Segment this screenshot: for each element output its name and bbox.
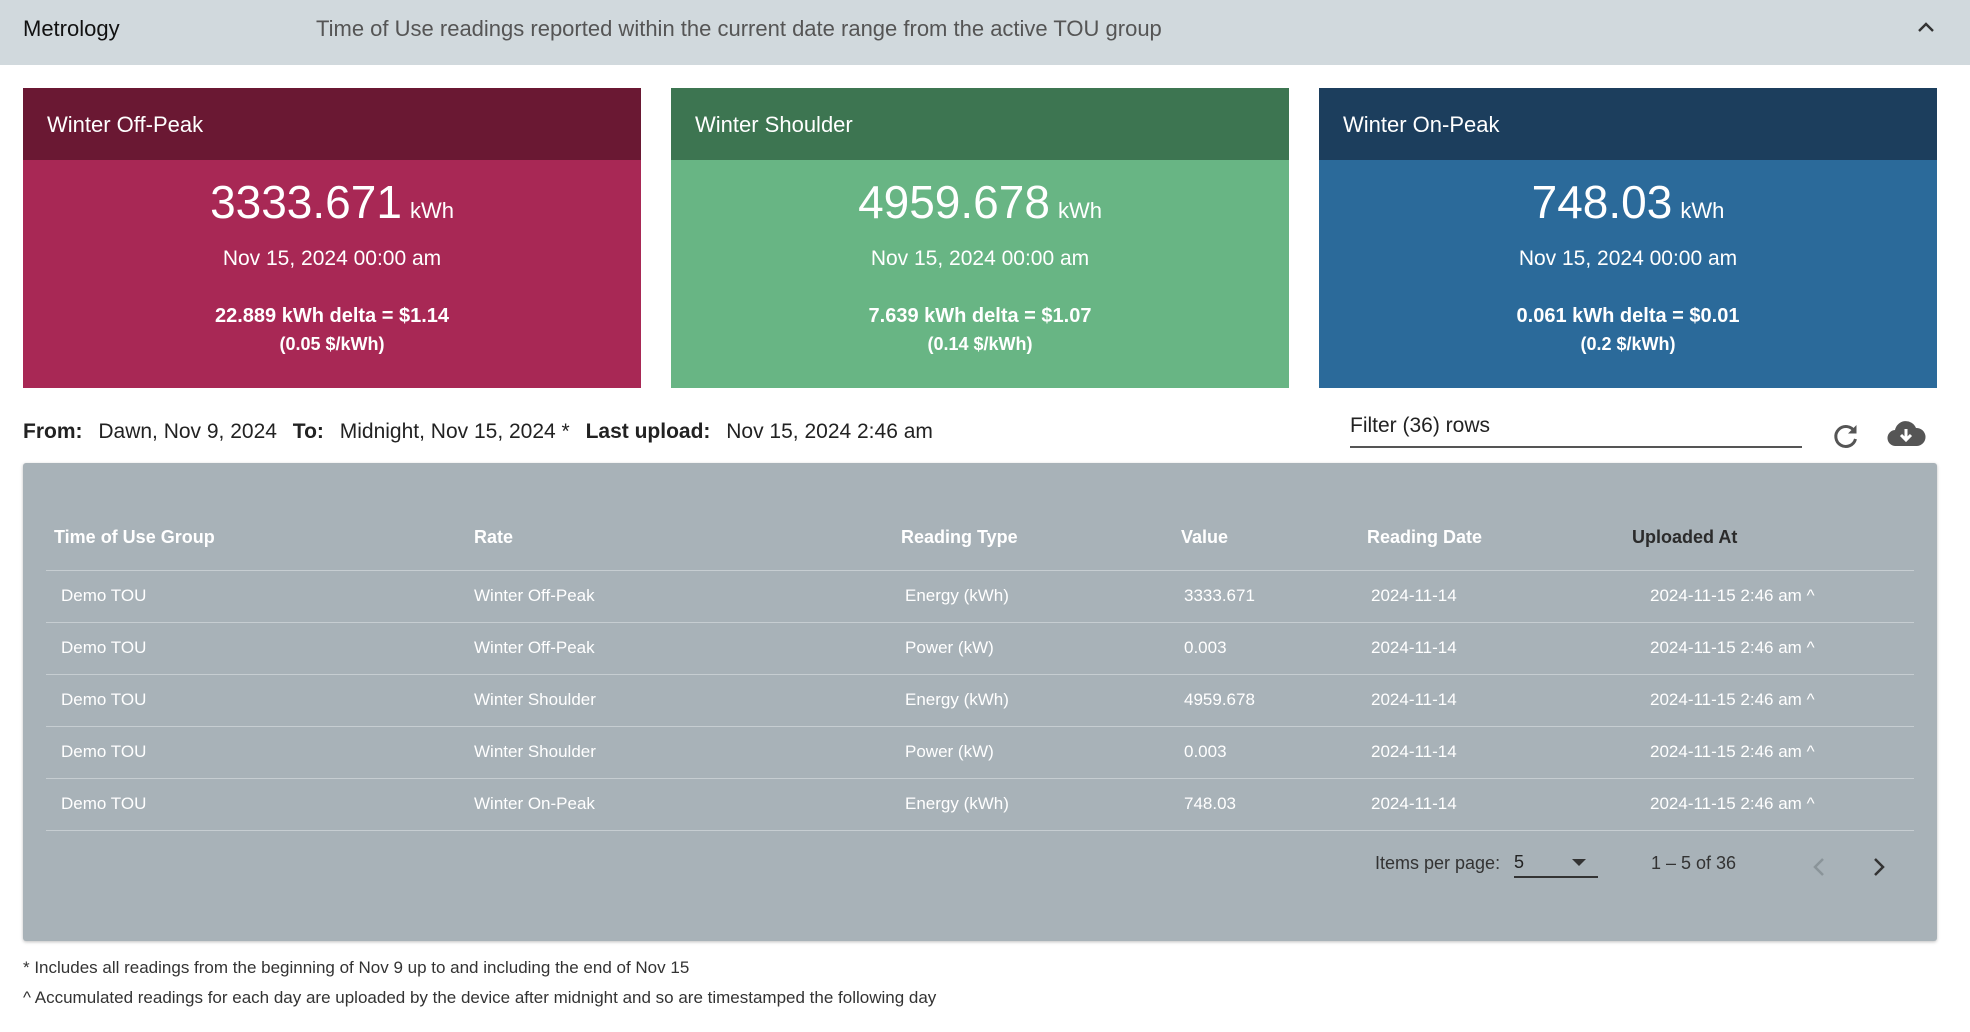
cell-reading-type: Power (kW) <box>905 638 994 657</box>
items-per-page-label: Items per page: <box>1375 853 1501 873</box>
cell-rate: Winter Shoulder <box>474 742 596 761</box>
cell-uploaded-at: 2024-11-15 2:46 am ^ <box>1650 638 1815 657</box>
to-value: Midnight, Nov 15, 2024 * <box>339 420 570 443</box>
cell-value: 0.003 <box>1184 638 1227 657</box>
cell-value: 4959.678 <box>1184 690 1255 709</box>
filter-field[interactable] <box>1350 412 1802 448</box>
from-value: Dawn, Nov 9, 2024 <box>98 420 277 443</box>
card-title: Winter Shoulder <box>671 88 1289 160</box>
tou-card-winter-off-peak: Winter Off-Peak 3333.671 kWh Nov 15, 2024… <box>23 88 641 388</box>
cell-value: 3333.671 <box>1184 586 1255 605</box>
items-per-page-value: 5 <box>1514 852 1525 872</box>
card-value: 748.03 <box>1531 176 1673 228</box>
column-header-tou-group[interactable]: Time of Use Group <box>54 527 215 547</box>
cell-reading-type: Energy (kWh) <box>905 586 1009 605</box>
cell-value: 0.003 <box>1184 742 1227 761</box>
cell-tou-group: Demo TOU <box>61 794 147 813</box>
cell-uploaded-at: 2024-11-15 2:46 am ^ <box>1650 690 1815 709</box>
refresh-icon[interactable] <box>1830 420 1862 452</box>
from-label: From: <box>23 420 83 443</box>
column-header-reading-date[interactable]: Reading Date <box>1367 527 1483 547</box>
cell-tou-group: Demo TOU <box>61 690 147 709</box>
chevron-left-icon[interactable] <box>1808 855 1832 879</box>
filter-input[interactable] <box>1350 412 1802 438</box>
cell-reading-date: 2024-11-14 <box>1371 586 1457 605</box>
cell-uploaded-at: 2024-11-15 2:46 am ^ <box>1650 742 1815 761</box>
card-rate: (0.14 $/kWh) <box>927 334 1033 354</box>
date-range-summary: From: Dawn, Nov 9, 2024 To: Midnight, No… <box>23 420 933 444</box>
cloud-download-icon[interactable] <box>1886 418 1926 452</box>
items-per-page-select[interactable]: 5 <box>1514 846 1598 878</box>
cell-reading-date: 2024-11-14 <box>1371 794 1457 813</box>
table-header: Time of Use Group Rate Reading Type Valu… <box>46 507 1914 571</box>
cell-reading-type: Energy (kWh) <box>905 794 1009 813</box>
table-row[interactable]: Demo TOU Winter On-Peak Energy (kWh) 748… <box>46 779 1914 831</box>
to-label: To: <box>292 420 324 443</box>
footnote-asterisk: * Includes all readings from the beginni… <box>23 958 690 977</box>
cell-tou-group: Demo TOU <box>61 638 147 657</box>
card-unit: kWh <box>1680 198 1725 223</box>
cell-reading-type: Energy (kWh) <box>905 690 1009 709</box>
card-delta: 0.061 kWh delta = $0.01 <box>1516 305 1740 327</box>
chevron-down-icon <box>1572 859 1586 866</box>
readings-table: Time of Use Group Rate Reading Type Valu… <box>23 463 1937 941</box>
cell-value: 748.03 <box>1184 794 1236 813</box>
tou-card-winter-shoulder: Winter Shoulder 4959.678 kWh Nov 15, 2024… <box>671 88 1289 388</box>
card-title: Winter Off-Peak <box>23 88 641 160</box>
cell-uploaded-at: 2024-11-15 2:46 am ^ <box>1650 586 1815 605</box>
metrology-header[interactable]: Metrology Time of Use readings reported … <box>0 0 1970 65</box>
cell-tou-group: Demo TOU <box>61 586 147 605</box>
section-title: Metrology <box>23 16 120 41</box>
column-header-uploaded-at[interactable]: Uploaded At <box>1632 527 1738 547</box>
cell-uploaded-at: 2024-11-15 2:46 am ^ <box>1650 794 1815 813</box>
tou-card-winter-on-peak: Winter On-Peak 748.03 kWh Nov 15, 2024 00… <box>1319 88 1937 388</box>
last-upload-value: Nov 15, 2024 2:46 am <box>726 420 933 443</box>
table-row[interactable]: Demo TOU Winter Shoulder Energy (kWh) 49… <box>46 675 1914 727</box>
cell-reading-date: 2024-11-14 <box>1371 690 1457 709</box>
chevron-right-icon[interactable] <box>1866 855 1890 879</box>
cell-reading-date: 2024-11-14 <box>1371 742 1457 761</box>
footnote-caret: ^ Accumulated readings for each day are … <box>23 988 937 1007</box>
table-row[interactable]: Demo TOU Winter Off-Peak Energy (kWh) 33… <box>46 571 1914 623</box>
column-header-rate[interactable]: Rate <box>474 527 514 547</box>
card-unit: kWh <box>409 198 454 223</box>
card-title: Winter On-Peak <box>1319 88 1937 160</box>
cell-reading-date: 2024-11-14 <box>1371 638 1457 657</box>
table-row[interactable]: Demo TOU Winter Off-Peak Power (kW) 0.00… <box>46 623 1914 675</box>
table-row[interactable]: Demo TOU Winter Shoulder Power (kW) 0.00… <box>46 727 1914 779</box>
card-delta: 7.639 kWh delta = $1.07 <box>868 305 1092 327</box>
card-unit: kWh <box>1057 198 1102 223</box>
cell-rate: Winter On-Peak <box>474 794 595 813</box>
cell-tou-group: Demo TOU <box>61 742 147 761</box>
card-date: Nov 15, 2024 00:00 am <box>1518 247 1738 270</box>
cell-rate: Winter Off-Peak <box>474 638 595 657</box>
cell-rate: Winter Off-Peak <box>474 586 595 605</box>
section-description: Time of Use readings reported within the… <box>316 16 1162 41</box>
card-date: Nov 15, 2024 00:00 am <box>222 247 442 270</box>
card-value: 4959.678 <box>858 176 1050 228</box>
cell-reading-type: Power (kW) <box>905 742 994 761</box>
last-upload-label: Last upload: <box>585 420 711 443</box>
card-rate: (0.05 $/kWh) <box>279 334 385 354</box>
chevron-up-icon[interactable] <box>1912 14 1940 42</box>
column-header-reading-type[interactable]: Reading Type <box>901 527 1018 547</box>
column-header-value[interactable]: Value <box>1181 527 1229 547</box>
page-range-label: 1 – 5 of 36 <box>1651 853 1737 873</box>
card-delta: 22.889 kWh delta = $1.14 <box>214 305 450 327</box>
card-date: Nov 15, 2024 00:00 am <box>870 247 1090 270</box>
cell-rate: Winter Shoulder <box>474 690 596 709</box>
card-rate: (0.2 $/kWh) <box>1580 334 1676 354</box>
card-value: 3333.671 <box>210 176 402 228</box>
